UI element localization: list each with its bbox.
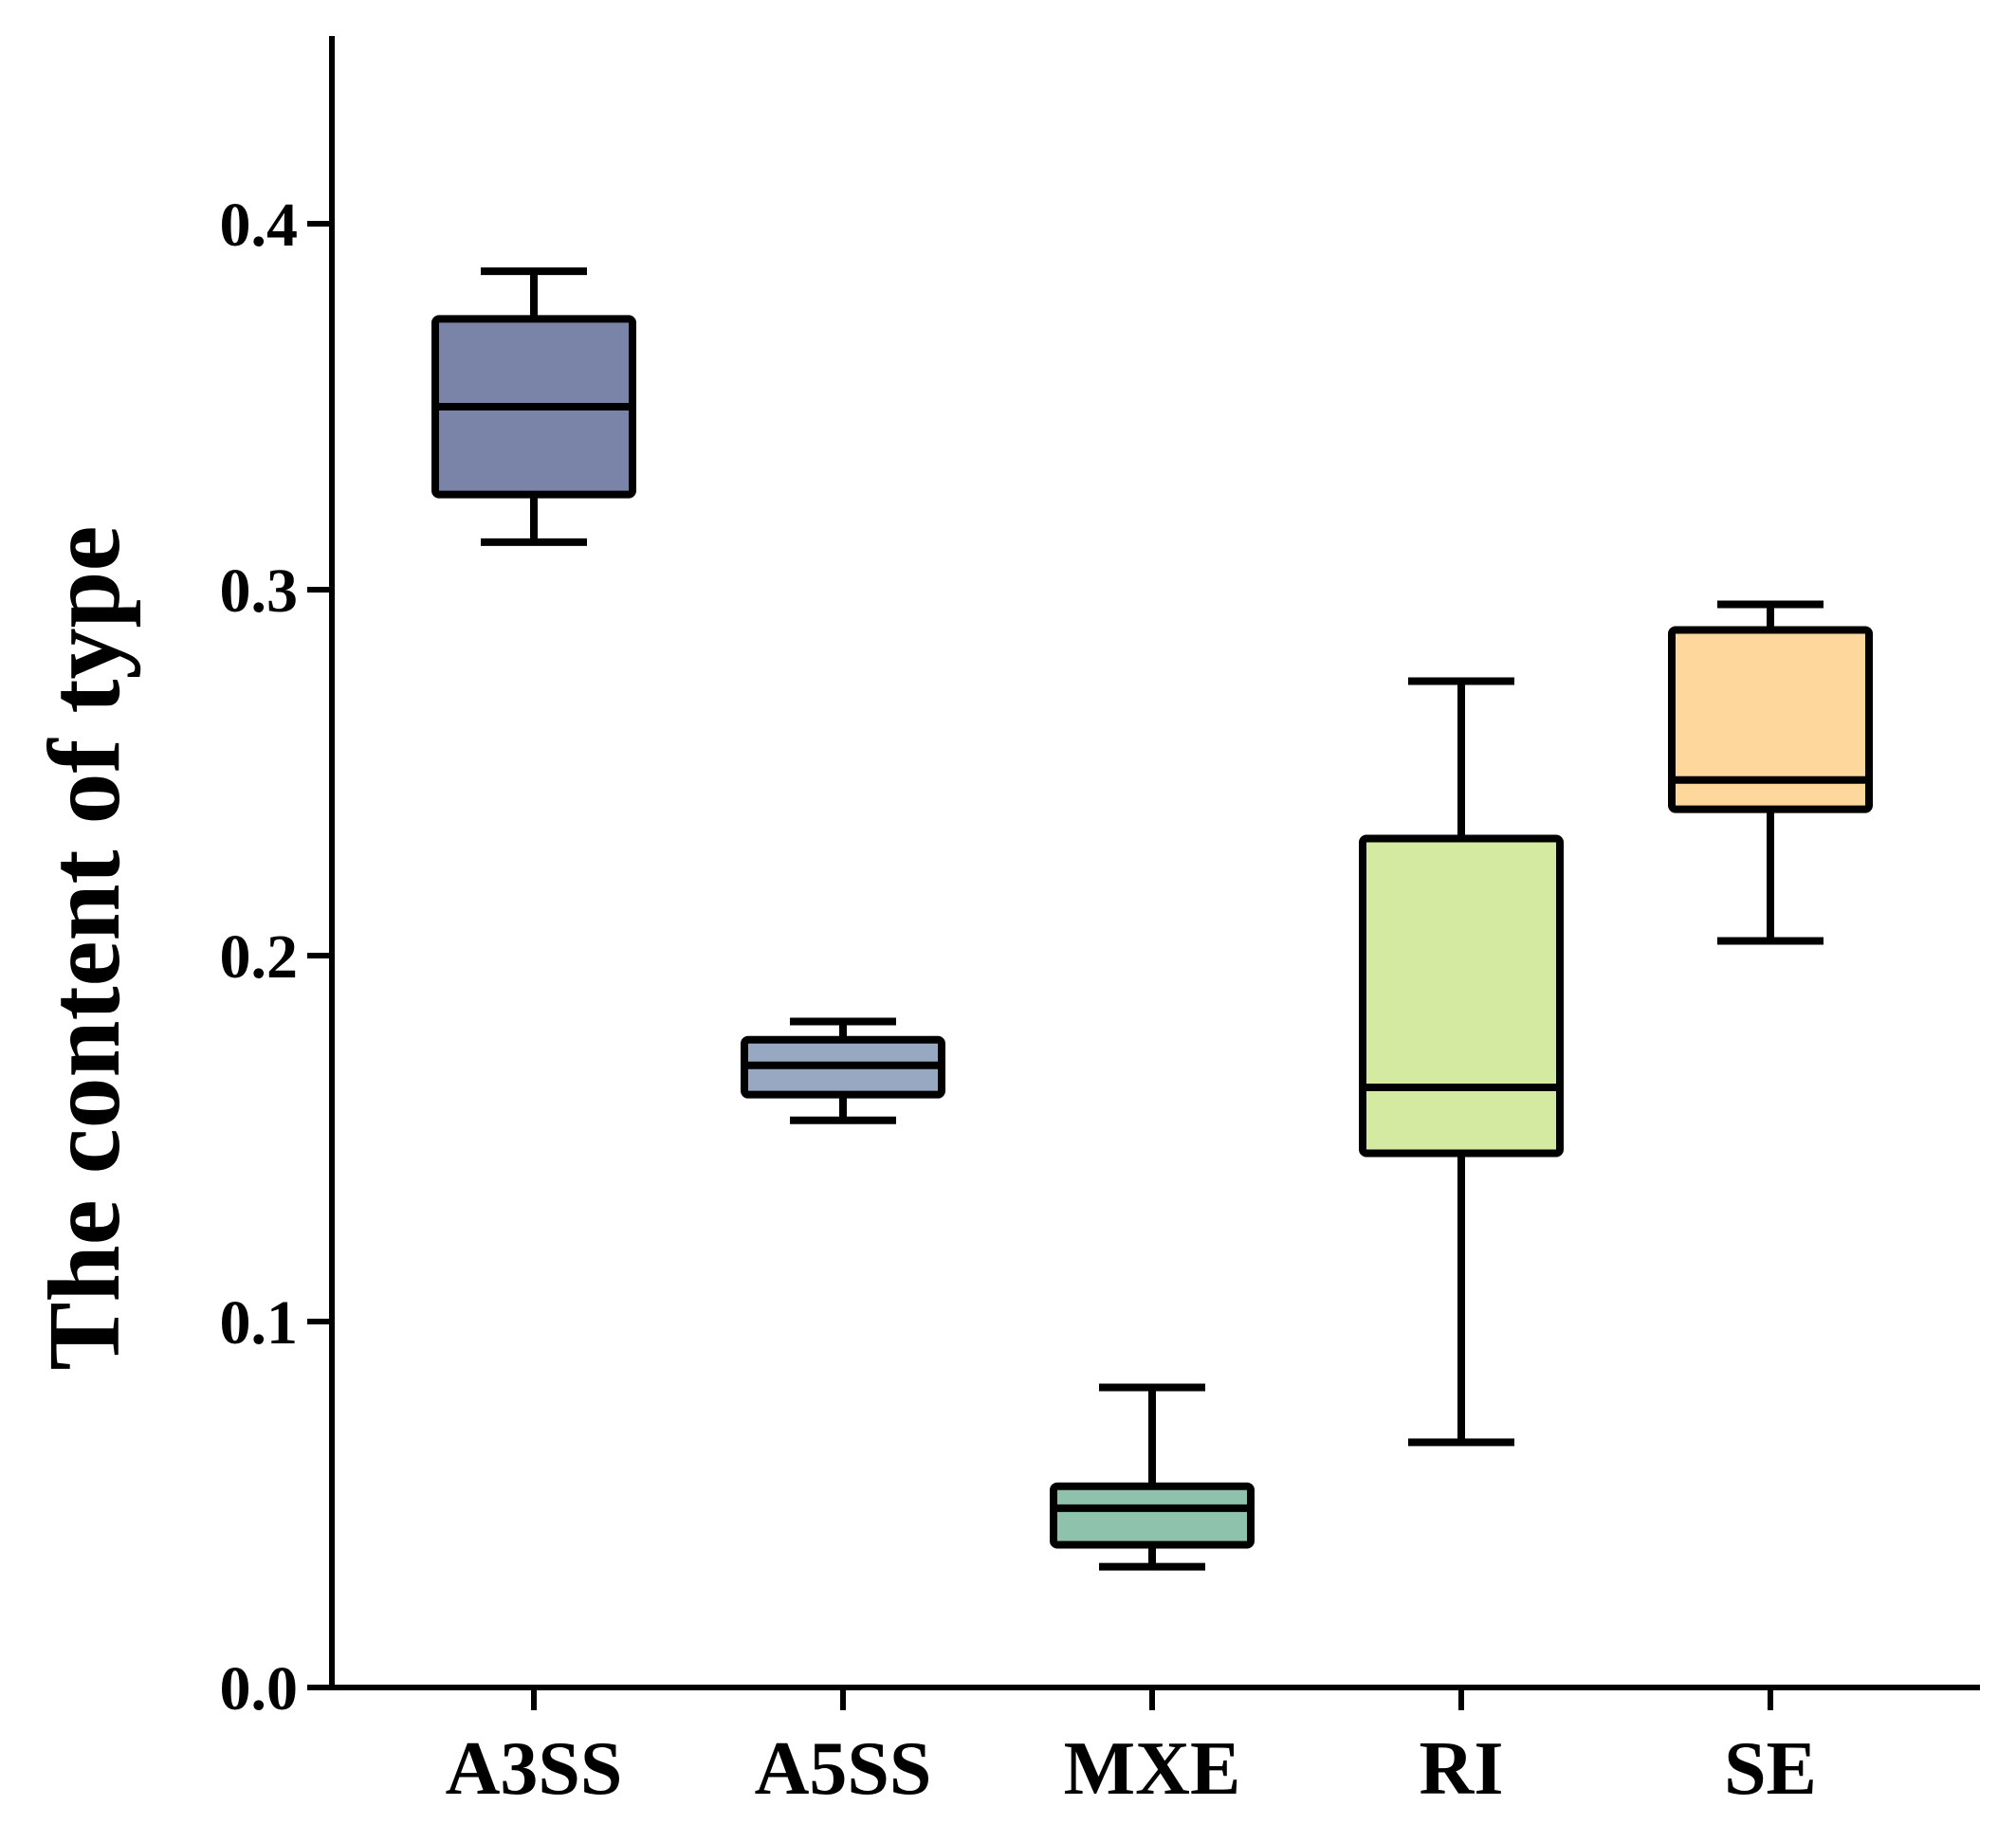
box-a5ss <box>741 1017 945 1124</box>
y-tick-label: 0.0 <box>220 1654 299 1724</box>
y-tick-label: 0.3 <box>220 556 299 626</box>
box-se <box>1668 600 1873 945</box>
y-tick-label: 0.1 <box>220 1288 299 1358</box>
ticks-layer: 0.0 0.1 0.2 0.3 0.4 A3SS A5SS MXE RI SE <box>220 191 1817 1811</box>
y-axis-title: The content of type <box>28 526 141 1371</box>
iqr-box <box>1359 834 1564 1158</box>
box-mxe <box>1050 1383 1255 1571</box>
y-tick-label: 0.2 <box>220 922 299 992</box>
x-category-label: A5SS <box>755 1727 932 1811</box>
x-category-label: RI <box>1420 1727 1504 1811</box>
y-tick-label: 0.4 <box>220 191 299 260</box>
box-ri <box>1359 677 1564 1447</box>
x-category-label: A3SS <box>446 1727 623 1811</box>
x-category-label: SE <box>1724 1727 1817 1811</box>
iqr-box <box>1668 626 1873 813</box>
box-a3ss <box>431 267 636 546</box>
boxes-layer <box>431 267 1873 1571</box>
iqr-box <box>1050 1482 1255 1549</box>
x-category-label: MXE <box>1064 1727 1241 1811</box>
